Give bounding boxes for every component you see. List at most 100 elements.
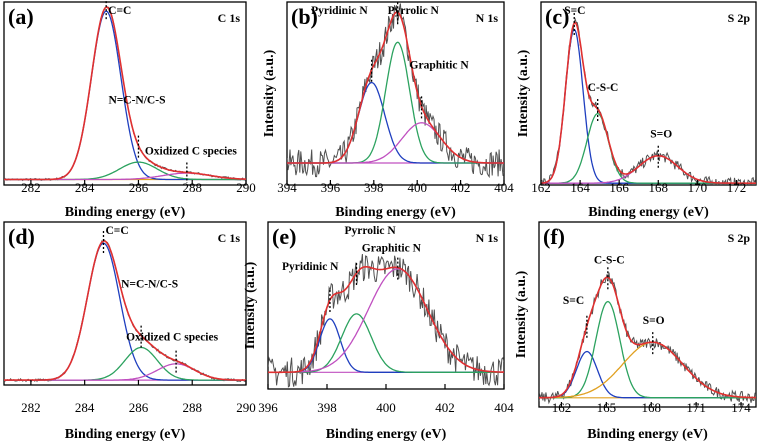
raw-data-line — [287, 3, 504, 179]
core-level-label: C 1s — [218, 231, 241, 245]
x-axis-title: Binding energy (eV) — [335, 205, 456, 220]
x-tick-label: 290 — [236, 400, 256, 415]
envelope-line — [541, 21, 756, 184]
core-level-label: C 1s — [218, 11, 241, 25]
envelope-line — [539, 276, 756, 399]
x-axis-title: Binding energy (eV) — [65, 427, 186, 442]
x-tick-label: 396 — [321, 180, 341, 195]
x-tick-label: 284 — [75, 400, 95, 415]
peak-label: S=C — [564, 5, 585, 17]
peak-label: C-S-C — [588, 82, 619, 94]
x-tick-label: 166 — [609, 180, 629, 195]
x-tick-label: 402 — [435, 400, 455, 415]
peak-label: C=C — [108, 5, 131, 17]
x-tick-label: 168 — [641, 400, 661, 415]
panel-label: (c) — [545, 4, 569, 29]
core-level-label: S 2p — [728, 231, 751, 245]
x-tick-label: 394 — [277, 180, 297, 195]
x-tick-label: 282 — [21, 180, 41, 195]
peak-label: S=O — [643, 315, 665, 327]
peak-label: N=C-N/C-S — [108, 95, 165, 107]
panel-label: (e) — [272, 224, 296, 249]
x-tick-label: 284 — [75, 180, 95, 195]
x-tick-label: 396 — [258, 400, 278, 415]
x-tick-label: 400 — [376, 400, 396, 415]
raw-data-line — [268, 253, 504, 388]
peak-label: Oxidized C species — [145, 145, 238, 157]
x-tick-label: 171 — [686, 400, 706, 415]
plot-frame — [3, 1, 247, 186]
envelope-line — [4, 6, 246, 181]
y-axis-title: Intensity (a.u.) — [243, 261, 258, 349]
raw-data-line — [541, 17, 756, 185]
x-tick-label: 162 — [552, 400, 572, 415]
chart-panel-2: Pyridinic N Pyrrolic N Graphitic N 394 396 39… — [262, 1, 514, 220]
peak-label: Pyrrolic N — [345, 225, 397, 237]
x-tick-label: 174 — [731, 400, 751, 415]
x-tick-label: 164 — [570, 180, 590, 195]
plot-frame — [538, 221, 757, 408]
peak-component-2 — [268, 313, 504, 373]
x-axis-title: Binding energy (eV) — [587, 427, 708, 442]
peak-label: N=C-N/C-S — [121, 279, 178, 291]
envelope-line — [268, 266, 504, 374]
x-tick-label: 404 — [494, 400, 514, 415]
panel-label: (d) — [8, 224, 35, 249]
peak-component-3 — [539, 341, 756, 399]
x-tick-label: 402 — [451, 180, 471, 195]
peak-label: Oxidized C species — [126, 332, 219, 344]
envelope-line — [287, 11, 504, 164]
envelope-line — [4, 240, 246, 381]
x-tick-label: 286 — [129, 180, 149, 195]
x-axis-title: Binding energy (eV) — [65, 205, 186, 220]
peak-label: S=O — [650, 129, 672, 141]
peak-label: Graphitic N — [410, 59, 470, 71]
chart-panel-3: S=C C-S-C S=O 162 164 166 168 170 172 Binding ene… — [516, 1, 757, 220]
panel-label: (f) — [543, 224, 565, 249]
peak-component-2 — [4, 161, 246, 181]
plot-frame — [286, 1, 505, 186]
x-tick-label: 288 — [182, 400, 202, 415]
y-axis-title: Intensity (a.u.) — [516, 49, 531, 137]
panel-label: (b) — [291, 4, 318, 29]
peak-label: Pyridinic N — [311, 5, 368, 17]
peak-label: Graphitic N — [362, 243, 422, 255]
peak-component-1 — [539, 350, 756, 399]
chart-panel-5: Pyridinic N Pyrrolic N Graphitic N 396 398 40… — [243, 221, 514, 442]
plot-frame — [3, 221, 247, 386]
peak-component-1 — [287, 81, 504, 164]
core-level-label: S 2p — [728, 11, 751, 25]
y-axis-title: Intensity (a.u.) — [514, 270, 529, 358]
x-tick-label: 290 — [236, 180, 256, 195]
x-tick-label: 400 — [407, 180, 427, 195]
x-tick-label: 398 — [364, 180, 384, 195]
x-tick-label: 165 — [597, 400, 617, 415]
peak-label: C=C — [105, 225, 128, 237]
peak-label: Pyridinic N — [282, 261, 339, 273]
x-tick-label: 282 — [21, 400, 41, 415]
peak-component-2 — [287, 41, 504, 164]
panel-label: (a) — [8, 4, 34, 29]
x-tick-label: 404 — [494, 180, 514, 195]
peak-label: C-S-C — [594, 254, 625, 266]
peak-label: Pyrrolic N — [388, 5, 440, 17]
x-tick-label: 398 — [317, 400, 337, 415]
x-tick-label: 288 — [182, 180, 202, 195]
x-tick-label: 170 — [688, 180, 708, 195]
core-level-label: N 1s — [476, 231, 499, 245]
y-axis-title: Intensity (a.u.) — [262, 49, 277, 137]
peak-component-2 — [541, 112, 756, 184]
x-tick-label: 286 — [129, 400, 149, 415]
x-axis-title: Binding energy (eV) — [326, 427, 447, 442]
core-level-label: N 1s — [476, 11, 499, 25]
chart-panel-1: C=C N=C-N/C-S Oxidized C species 282 284 286 2… — [3, 0, 256, 220]
plot-frame — [540, 1, 757, 186]
peak-component-3 — [4, 172, 246, 181]
x-tick-label: 168 — [649, 180, 669, 195]
peak-component-2 — [4, 346, 246, 381]
chart-panel-6: S=C C-S-C S=O 162 165 168 171 174 Binding energy… — [514, 221, 757, 442]
x-axis-title: Binding energy (eV) — [588, 205, 709, 220]
x-tick-label: 172 — [727, 180, 747, 195]
peak-component-1 — [541, 28, 756, 184]
